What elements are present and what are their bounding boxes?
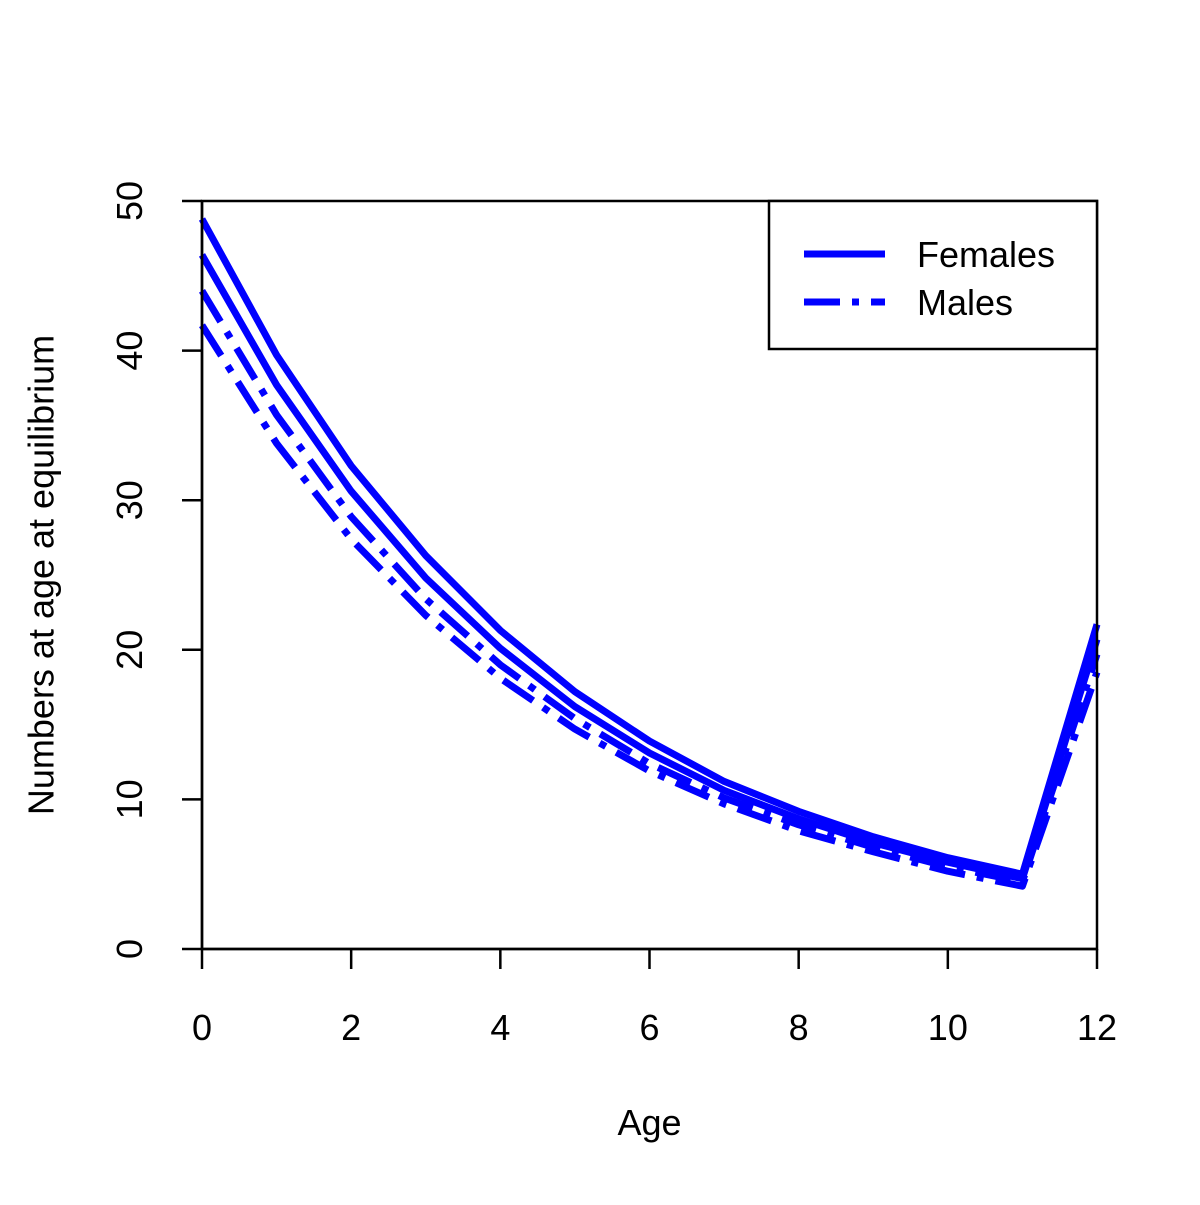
y-tick-label: 20	[109, 630, 150, 670]
series-layer	[198, 217, 1101, 890]
legend-box	[767, 199, 1099, 351]
x-tick-label: 12	[1077, 1007, 1117, 1048]
series-line-3	[199, 288, 1101, 886]
legend: Females Males	[767, 199, 1099, 351]
y-tick-label: 50	[109, 181, 150, 221]
x-axis-title: Age	[617, 1102, 681, 1143]
series-line-1	[198, 217, 1101, 878]
x-tick-label: 10	[928, 1007, 968, 1048]
x-tick-label: 0	[192, 1007, 212, 1048]
y-tick-label: 40	[109, 331, 150, 371]
x-tick-label: 2	[341, 1007, 361, 1048]
x-tick-label: 4	[490, 1007, 510, 1048]
y-axis-title: Numbers at age at equilibrium	[21, 335, 62, 815]
x-tick-label: 8	[789, 1007, 809, 1048]
legend-label-females: Females	[917, 234, 1055, 275]
y-tick-label: 30	[109, 480, 150, 520]
series-line-2	[198, 253, 1101, 883]
legend-label-males: Males	[917, 282, 1013, 323]
axes-layer: 0 2 4 6 8 10 12 0 10 20 30 40 50	[109, 181, 1117, 1048]
y-tick-label: 0	[109, 939, 150, 959]
series-line-4	[199, 323, 1101, 890]
y-tick-label: 10	[109, 779, 150, 819]
x-tick-label: 6	[639, 1007, 659, 1048]
